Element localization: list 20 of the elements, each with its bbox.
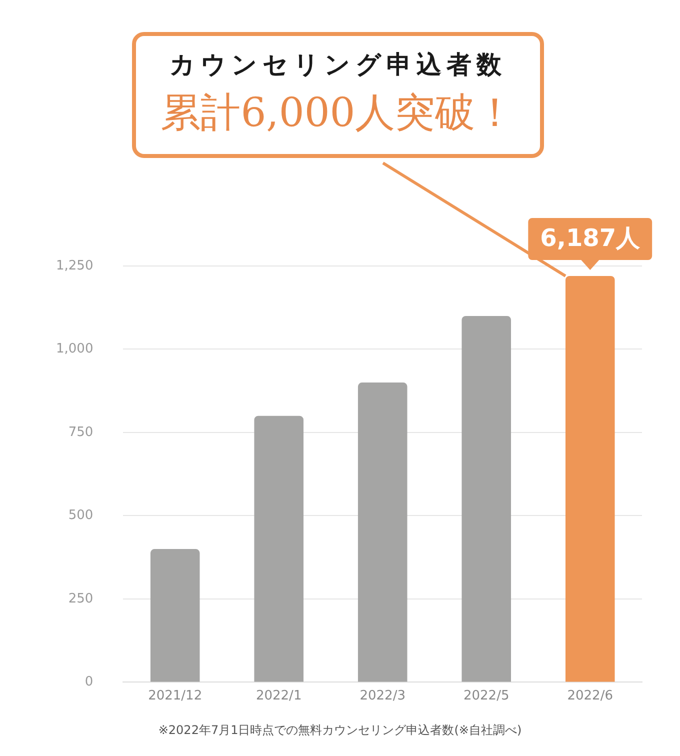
x-tick-label: 2022/1 <box>256 688 302 704</box>
bar <box>462 316 512 682</box>
text: ※2022年7月1日時点での無料カウンセリング申込者数(※自社調べ) <box>157 722 523 739</box>
y-tick-label: 250 <box>68 591 94 606</box>
y-tick-label: 1,000 <box>56 342 94 357</box>
bar <box>150 549 200 682</box>
chart-subtitle: 累計6,000人突破！ <box>160 89 516 138</box>
bar <box>254 416 304 682</box>
chart-title: カウンセリング申込者数 <box>168 49 508 81</box>
annotation: 6,187人 <box>540 224 642 252</box>
x-tick-label: 2022/5 <box>463 688 510 704</box>
y-tick-label: 0 <box>84 674 94 690</box>
y-tick-label: 1,250 <box>56 258 94 274</box>
y-tick-label: 750 <box>68 424 94 440</box>
x-tick-label: 2022/6 <box>567 688 613 704</box>
bar <box>565 276 615 682</box>
x-tick-label: 2022/3 <box>360 688 406 704</box>
bar <box>358 382 408 682</box>
y-tick-label: 500 <box>68 508 94 524</box>
x-tick-label: 2021/12 <box>148 688 202 704</box>
